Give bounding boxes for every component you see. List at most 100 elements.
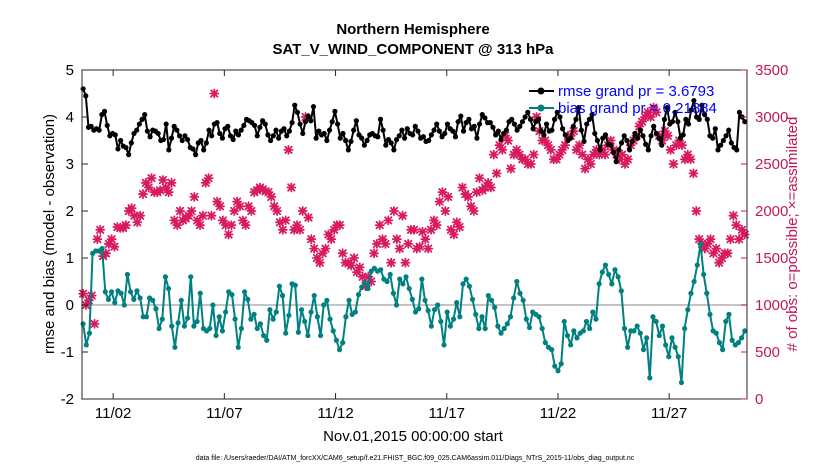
bias-point xyxy=(716,340,723,346)
bias-point xyxy=(305,332,311,339)
rmse-point xyxy=(675,119,681,125)
rmse-point xyxy=(718,142,724,148)
rmse-point xyxy=(388,140,394,146)
bias-point xyxy=(112,300,118,306)
bias-point xyxy=(723,318,729,325)
obs-point xyxy=(326,234,337,245)
rmse-point xyxy=(551,116,558,122)
bias-point xyxy=(672,344,678,350)
bias-point xyxy=(460,281,466,287)
bias-point xyxy=(457,314,463,320)
rmse-point xyxy=(592,130,598,137)
rmse-point xyxy=(313,135,319,141)
obs-point xyxy=(722,248,733,259)
rmse-point xyxy=(294,109,301,115)
bias-point xyxy=(539,325,545,332)
bias-point xyxy=(523,316,529,322)
rmse-point xyxy=(720,137,726,144)
rmse-point xyxy=(316,128,322,134)
bias-point xyxy=(232,316,238,322)
bias-point xyxy=(650,314,656,320)
obs-point xyxy=(386,257,397,268)
rmse-point xyxy=(351,127,357,133)
rmse-point xyxy=(723,133,729,139)
rmse-point xyxy=(345,147,351,153)
bias-point xyxy=(241,289,248,295)
rmse-point xyxy=(431,127,437,133)
rmse-point xyxy=(632,130,638,137)
x-tick-label: 11/12 xyxy=(317,405,353,422)
obs-point xyxy=(374,220,385,231)
rmse-point xyxy=(589,112,595,118)
obs-point xyxy=(691,206,702,216)
obs-point xyxy=(106,234,117,245)
rmse-point xyxy=(353,118,359,124)
rmse-point xyxy=(377,116,384,122)
obs-point xyxy=(488,149,499,160)
obs-point xyxy=(474,173,485,184)
rmse-point xyxy=(554,109,560,115)
rmse-point xyxy=(669,119,676,125)
bias-point xyxy=(222,309,229,315)
obs-point xyxy=(403,238,414,249)
rmse-point xyxy=(115,146,121,152)
obs-point xyxy=(448,229,459,240)
rmse-point xyxy=(568,135,574,141)
obs-point xyxy=(491,168,502,179)
obs-assimilated-series xyxy=(78,88,750,329)
bias-point xyxy=(488,297,495,303)
x-tick-label: 11/07 xyxy=(206,405,242,422)
rmse-point xyxy=(219,135,226,141)
rmse-point xyxy=(602,132,609,138)
rmse-point xyxy=(525,109,531,115)
bias-point xyxy=(210,302,216,308)
rmse-point xyxy=(297,121,303,127)
obs-point xyxy=(346,260,357,271)
rmse-point xyxy=(359,135,365,141)
rmse-point xyxy=(487,120,493,126)
rmse-point xyxy=(656,135,662,141)
rmse-point xyxy=(495,128,501,134)
obs-point xyxy=(585,159,596,169)
obs-point xyxy=(525,159,536,169)
rmse-point xyxy=(391,147,397,153)
rmse-point xyxy=(142,112,148,118)
rmse-point xyxy=(176,133,183,139)
obs-point xyxy=(369,248,379,259)
bias-point xyxy=(403,274,409,280)
obs-point xyxy=(320,243,331,254)
rmse-point xyxy=(543,121,550,127)
bias-point xyxy=(400,281,406,287)
obs-point xyxy=(506,163,516,174)
bias-point xyxy=(153,306,159,312)
rmse-point xyxy=(136,121,142,127)
y-right-tick-label: 1000 xyxy=(755,297,788,314)
obs-point xyxy=(126,203,137,214)
rmse-point xyxy=(584,121,590,127)
obs-point xyxy=(662,130,673,141)
obs-point xyxy=(246,206,257,216)
rmse-point xyxy=(340,130,346,137)
rmse-point xyxy=(560,126,566,132)
bias-point xyxy=(283,330,289,336)
rmse-point xyxy=(209,133,215,139)
rmse-point xyxy=(466,116,472,122)
obs-point xyxy=(468,206,479,216)
bias-point xyxy=(726,311,732,317)
rmse-point xyxy=(640,133,646,139)
rmse-point xyxy=(509,116,515,122)
obs-point xyxy=(705,234,716,245)
rmse-point xyxy=(361,142,367,148)
bias-point xyxy=(653,318,659,325)
rmse-point xyxy=(128,140,134,146)
bias-point xyxy=(476,325,482,332)
bias-point xyxy=(678,379,685,386)
obs-point xyxy=(226,220,237,231)
rmse-point xyxy=(348,138,354,145)
obs-point xyxy=(235,201,245,212)
bias-point xyxy=(659,323,666,329)
bias-point xyxy=(124,271,131,278)
obs-point xyxy=(739,229,750,240)
obs-point xyxy=(120,220,131,231)
